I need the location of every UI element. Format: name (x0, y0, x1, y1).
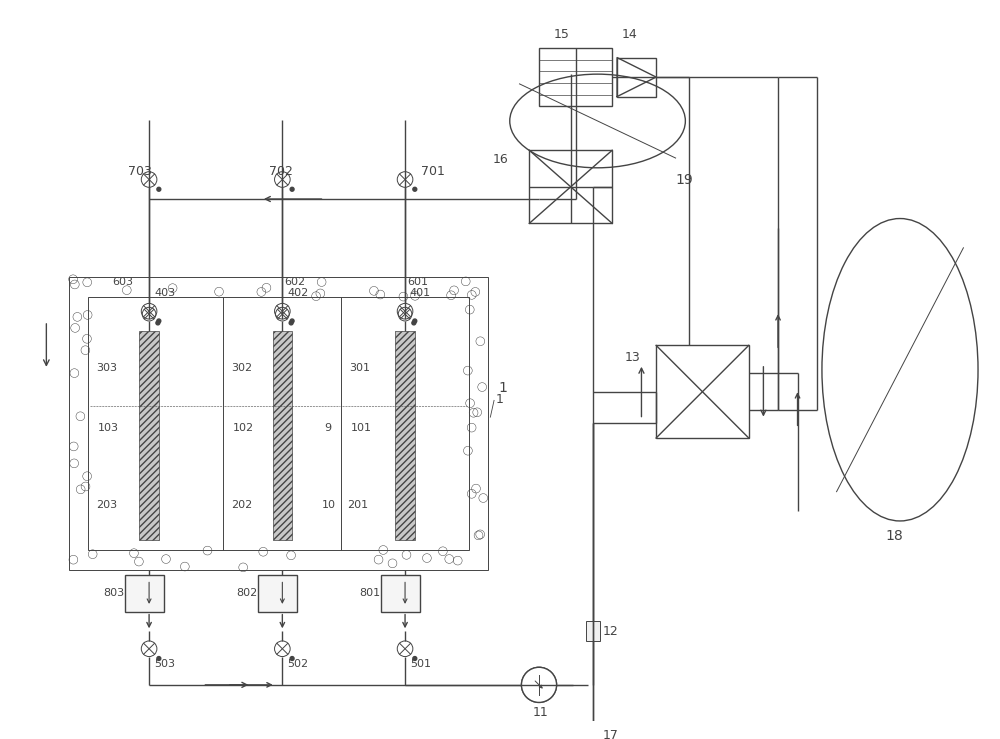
Bar (273, 331, 292, 540)
Bar (586, 621, 600, 641)
Circle shape (290, 319, 294, 323)
Text: 403: 403 (154, 287, 175, 298)
Text: 703: 703 (128, 166, 152, 178)
Bar (381, 575, 420, 612)
Text: 14: 14 (622, 27, 638, 41)
Circle shape (290, 656, 294, 661)
Text: 303: 303 (96, 363, 117, 372)
Text: 402: 402 (287, 287, 308, 298)
Text: 401: 401 (410, 287, 431, 298)
Text: 11: 11 (533, 706, 549, 718)
Text: 201: 201 (347, 500, 368, 510)
Bar (69, 277, 488, 570)
Text: 1: 1 (496, 393, 504, 406)
Text: 16: 16 (492, 154, 508, 166)
Circle shape (290, 187, 294, 191)
Text: 17: 17 (602, 729, 618, 739)
Bar (539, 48, 612, 106)
Circle shape (157, 187, 161, 191)
Text: 12: 12 (602, 624, 618, 638)
Circle shape (157, 656, 161, 661)
Text: 603: 603 (112, 277, 133, 287)
Text: 202: 202 (231, 500, 252, 510)
Bar (617, 58, 656, 97)
Bar (529, 150, 612, 223)
Text: 18: 18 (885, 528, 903, 542)
Text: 203: 203 (96, 500, 117, 510)
Text: 302: 302 (231, 363, 252, 372)
Text: 13: 13 (625, 350, 641, 364)
Text: 602: 602 (284, 277, 305, 287)
Bar (395, 331, 415, 540)
Text: 803: 803 (103, 588, 124, 598)
Text: 1: 1 (498, 381, 507, 395)
Circle shape (156, 321, 160, 325)
Text: 501: 501 (410, 659, 431, 670)
Circle shape (413, 656, 417, 661)
Text: 503: 503 (154, 659, 175, 670)
Text: 102: 102 (233, 423, 254, 434)
Text: 301: 301 (349, 363, 370, 372)
Circle shape (413, 187, 417, 191)
Text: 15: 15 (554, 27, 570, 41)
Text: 101: 101 (351, 423, 372, 434)
Text: 19: 19 (676, 172, 693, 186)
Text: 9: 9 (324, 423, 331, 434)
Bar (656, 345, 749, 438)
Bar (139, 331, 159, 540)
Text: 502: 502 (287, 659, 308, 670)
Bar (88, 296, 469, 551)
Text: 10: 10 (322, 500, 336, 510)
Circle shape (412, 321, 416, 325)
Bar (258, 575, 297, 612)
Text: 103: 103 (98, 423, 119, 434)
Text: 601: 601 (407, 277, 428, 287)
Circle shape (289, 321, 293, 325)
Bar (125, 575, 164, 612)
Text: 802: 802 (236, 588, 258, 598)
Circle shape (413, 319, 417, 323)
Circle shape (521, 667, 557, 702)
Circle shape (157, 319, 161, 323)
Text: 702: 702 (269, 166, 293, 178)
Text: 801: 801 (359, 588, 380, 598)
Text: 701: 701 (421, 166, 445, 178)
